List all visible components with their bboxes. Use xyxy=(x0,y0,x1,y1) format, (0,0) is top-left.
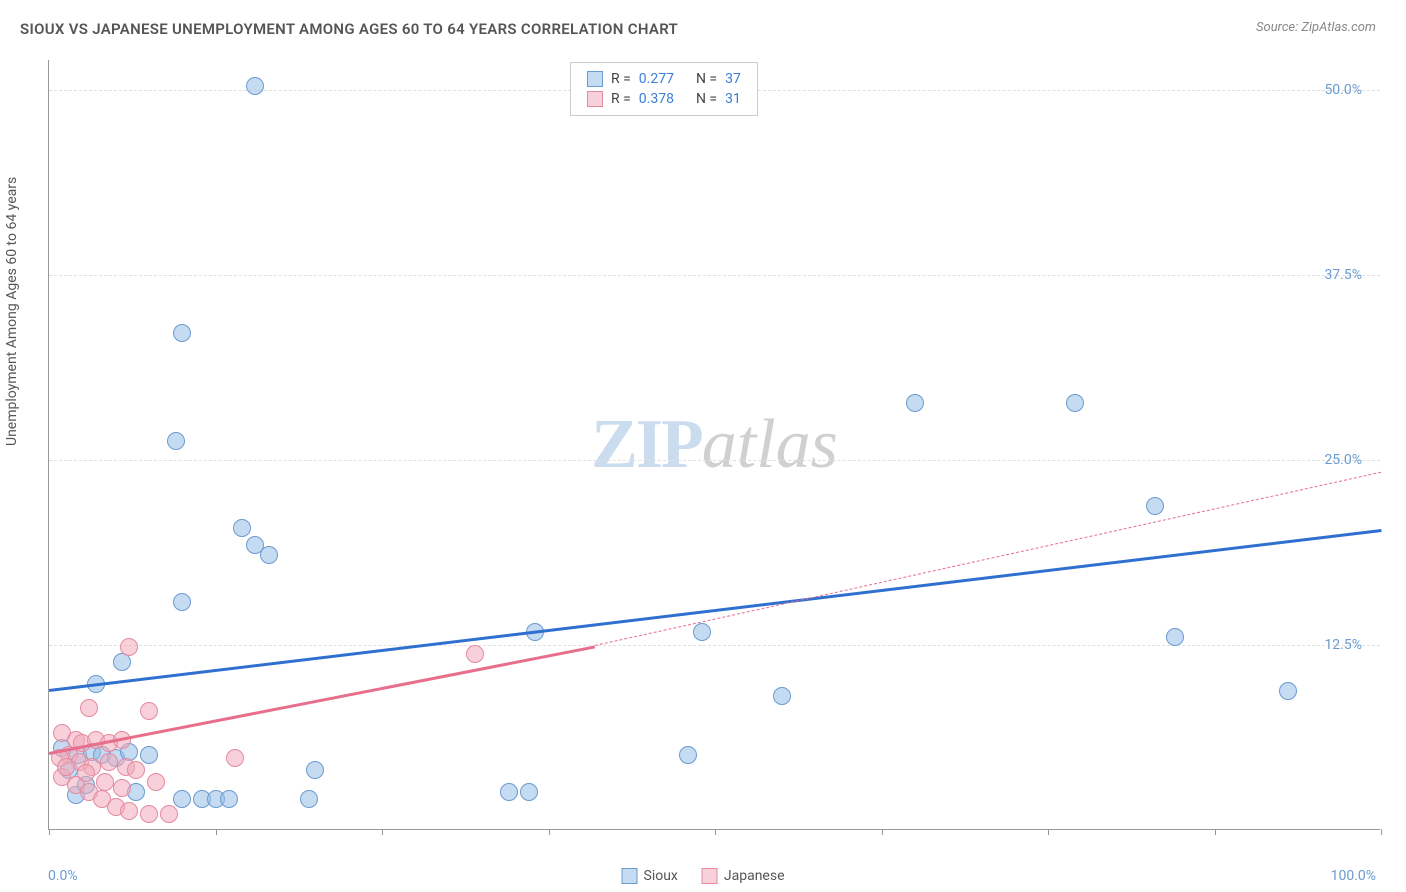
data-point xyxy=(773,687,791,705)
data-point xyxy=(260,546,278,564)
data-point xyxy=(220,790,238,808)
data-point xyxy=(173,790,191,808)
x-tick xyxy=(49,829,50,835)
y-tick-label: 37.5% xyxy=(1324,267,1362,283)
r-label: R = xyxy=(611,71,631,87)
x-tick xyxy=(1215,829,1216,835)
x-tick xyxy=(1381,829,1382,835)
data-point xyxy=(246,77,264,95)
data-point xyxy=(679,746,697,764)
y-axis-label: Unemployment Among Ages 60 to 64 years xyxy=(4,177,20,446)
gridline xyxy=(49,645,1380,646)
data-point xyxy=(520,783,538,801)
data-point xyxy=(140,746,158,764)
data-point xyxy=(173,593,191,611)
data-point xyxy=(113,779,131,797)
data-point xyxy=(233,519,251,537)
data-point xyxy=(306,761,324,779)
stats-legend: R = 0.277 N = 37 R = 0.378 N = 31 xyxy=(570,62,758,116)
watermark-zip: ZIP xyxy=(591,406,702,483)
data-point xyxy=(120,802,138,820)
data-point xyxy=(167,432,185,450)
r-value: 0.378 xyxy=(639,91,674,107)
r-value: 0.277 xyxy=(639,71,674,87)
data-point xyxy=(1146,497,1164,515)
plot-area: ZIPatlas 12.5% 25.0% 37.5% 50.0% xyxy=(48,60,1380,830)
data-point xyxy=(127,761,145,779)
x-tick xyxy=(882,829,883,835)
watermark-atlas: atlas xyxy=(702,406,838,483)
legend-swatch xyxy=(622,868,638,884)
watermark: ZIPatlas xyxy=(591,405,838,485)
stats-legend-row: R = 0.378 N = 31 xyxy=(587,89,741,109)
legend-item: Japanese xyxy=(702,868,785,884)
data-point xyxy=(173,324,191,342)
stats-legend-row: R = 0.277 N = 37 xyxy=(587,69,741,89)
data-point xyxy=(77,764,95,782)
trend-line-extrapolated xyxy=(595,472,1381,646)
data-point xyxy=(1066,394,1084,412)
legend-swatch xyxy=(702,868,718,884)
x-axis-max-label: 100.0% xyxy=(1331,868,1376,884)
data-point xyxy=(96,773,114,791)
data-point xyxy=(140,805,158,823)
data-point xyxy=(100,753,118,771)
data-point xyxy=(466,645,484,663)
data-point xyxy=(80,699,98,717)
n-value: 31 xyxy=(725,91,741,107)
data-point xyxy=(140,702,158,720)
data-point xyxy=(906,394,924,412)
x-tick xyxy=(549,829,550,835)
data-point xyxy=(1279,682,1297,700)
x-tick xyxy=(715,829,716,835)
data-point xyxy=(500,783,518,801)
correlation-chart: SIOUX VS JAPANESE UNEMPLOYMENT AMONG AGE… xyxy=(0,0,1406,892)
gridline xyxy=(49,460,1380,461)
data-point xyxy=(57,758,75,776)
n-label: N = xyxy=(696,71,717,87)
x-tick xyxy=(216,829,217,835)
data-point xyxy=(226,749,244,767)
data-point xyxy=(160,805,178,823)
trend-line xyxy=(49,529,1381,691)
r-label: R = xyxy=(611,91,631,107)
series-legend: Sioux Japanese xyxy=(622,868,785,884)
y-tick-label: 12.5% xyxy=(1324,637,1362,653)
source-attribution: Source: ZipAtlas.com xyxy=(1256,20,1376,35)
n-label: N = xyxy=(696,91,717,107)
x-tick xyxy=(382,829,383,835)
legend-label: Japanese xyxy=(724,868,785,884)
legend-swatch xyxy=(587,71,603,87)
data-point xyxy=(120,638,138,656)
y-tick-label: 50.0% xyxy=(1324,82,1362,98)
gridline xyxy=(49,275,1380,276)
chart-title: SIOUX VS JAPANESE UNEMPLOYMENT AMONG AGE… xyxy=(20,20,678,38)
data-point xyxy=(1166,628,1184,646)
data-point xyxy=(300,790,318,808)
legend-label: Sioux xyxy=(644,868,678,884)
x-axis-min-label: 0.0% xyxy=(48,868,78,884)
legend-swatch xyxy=(587,91,603,107)
x-tick xyxy=(1048,829,1049,835)
legend-item: Sioux xyxy=(622,868,678,884)
data-point xyxy=(147,773,165,791)
y-tick-label: 25.0% xyxy=(1324,452,1362,468)
n-value: 37 xyxy=(725,71,741,87)
data-point xyxy=(693,623,711,641)
